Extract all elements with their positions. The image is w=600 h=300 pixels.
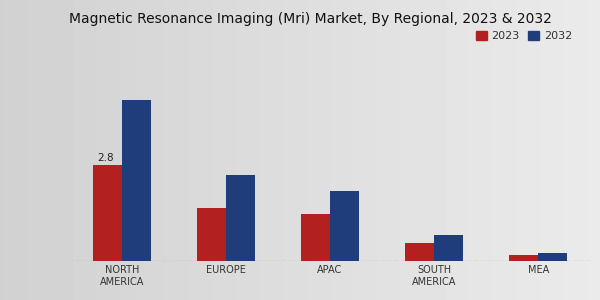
Bar (509, 255, 538, 261)
Bar (122, 100, 151, 261)
Bar (405, 243, 434, 261)
Text: Magnetic Resonance Imaging (Mri) Market, By Regional, 2023 & 2032: Magnetic Resonance Imaging (Mri) Market,… (69, 11, 552, 26)
Bar (538, 254, 567, 261)
Bar (197, 208, 226, 261)
Legend: 2023, 2032: 2023, 2032 (471, 27, 577, 46)
Bar (301, 214, 330, 261)
Bar (226, 175, 255, 261)
Bar (93, 165, 122, 261)
Text: 2.8: 2.8 (97, 153, 113, 163)
Bar (434, 235, 463, 261)
Bar (330, 191, 359, 261)
